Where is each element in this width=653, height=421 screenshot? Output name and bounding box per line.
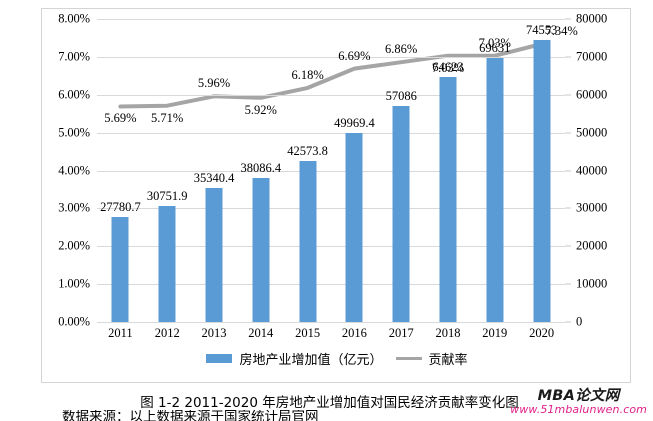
left-axis-tick: 7.00% — [58, 49, 90, 64]
category-axis-label: 2012 — [154, 326, 180, 340]
chart-legend: 房地产业增加值（亿元） 贡献率 — [42, 349, 632, 368]
gridline — [97, 132, 565, 134]
line-data-label: 6.86% — [385, 42, 418, 57]
legend-entry-bar[interactable]: 房地产业增加值（亿元） — [206, 349, 383, 368]
right-axis-tick: 30000 — [576, 200, 608, 215]
bar[interactable] — [392, 105, 410, 322]
left-axis-tick: 4.00% — [58, 163, 90, 177]
bar-data-label: 27780.7 — [100, 199, 141, 214]
right-axis-tick: 60000 — [576, 87, 608, 102]
right-axis-tick: 80000 — [576, 11, 608, 26]
right-axis-tick: 20000 — [576, 238, 608, 253]
right-axis-tickmark — [565, 207, 571, 209]
left-axis-tick: 2.00% — [58, 238, 90, 253]
bar[interactable] — [533, 39, 551, 322]
bar-data-label: 35340.4 — [193, 171, 235, 186]
watermark-url: www.51mbalunwen.com — [510, 403, 647, 417]
left-axis-tick: 0.00% — [58, 314, 90, 329]
right-axis-tickmark — [565, 56, 571, 58]
bar-data-label: 42573.8 — [287, 143, 328, 158]
bar-data-label: 69631 — [479, 41, 511, 56]
line-data-label: 6.18% — [291, 67, 324, 82]
right-axis-tick: 70000 — [576, 49, 608, 64]
bar-data-label: 64623 — [432, 60, 464, 75]
gridline — [97, 19, 565, 20]
right-value-axis: 0 10000 20000 30000 40000 50000 60000 70000 8000… — [565, 9, 631, 329]
right-axis-tick: 10000 — [576, 276, 608, 291]
gridline — [97, 246, 565, 248]
bar[interactable] — [111, 216, 129, 322]
gridline — [97, 56, 565, 58]
left-axis-tick: 3.00% — [58, 200, 90, 215]
legend-label-bar: 房地产业增加值（亿元） — [239, 353, 383, 368]
bar[interactable] — [158, 205, 176, 322]
category-axis-label: 2019 — [482, 326, 508, 340]
bar-data-label: 57086 — [385, 88, 417, 103]
line-data-label: 5.71% — [151, 110, 184, 125]
right-axis-tickmark — [565, 132, 571, 134]
line-path — [118, 42, 544, 109]
gridline — [97, 208, 565, 210]
site-watermark: MBA论文网 www.51mbalunwen.com — [510, 388, 647, 417]
legend-entry-line[interactable]: 贡献率 — [395, 349, 468, 368]
plot-area: 27780.7 30751.9 35340.4 38086.4 42573.8 49969… — [97, 19, 578, 323]
gridline — [97, 94, 565, 96]
watermark-title: MBA论文网 — [537, 388, 620, 404]
left-value-axis: 0.00% 1.00% 2.00% 3.00% 4.00% 5.00% 6.00% 7.00%… — [42, 9, 96, 329]
right-axis-tick: 0 — [576, 314, 583, 329]
bar-data-label: 74553 — [525, 22, 558, 37]
gridline — [97, 284, 565, 286]
right-axis-tick: 40000 — [576, 163, 608, 177]
line-data-label: 7.03% — [431, 60, 465, 75]
gridline — [97, 170, 565, 172]
legend-swatch-bar-icon — [206, 354, 233, 363]
legend-label-line: 贡献率 — [428, 353, 468, 368]
legend-swatch-line-icon — [395, 357, 422, 360]
bar[interactable] — [252, 177, 270, 322]
category-axis: 2011 2012 2013 2014 2015 2016 2017 2018 2019 2020 — [97, 324, 565, 346]
right-axis-tickmark — [565, 170, 571, 171]
category-axis-label: 2016 — [341, 326, 367, 340]
contribution-rate-line-series — [118, 42, 544, 109]
right-axis-tickmark — [565, 245, 571, 247]
line-data-label: 6.69% — [338, 48, 371, 63]
bar[interactable] — [486, 58, 504, 322]
category-axis-label: 2020 — [529, 326, 555, 340]
category-axis-label: 2011 — [108, 326, 133, 340]
bar-data-label: 30751.9 — [146, 188, 188, 203]
right-axis-tickmark — [565, 321, 571, 323]
bar-data-label: 49969.4 — [334, 115, 375, 130]
category-axis-label: 2015 — [295, 326, 321, 340]
right-axis-tickmark — [565, 283, 571, 285]
chart-container: 0.00% 1.00% 2.00% 3.00% 4.00% 5.00% 6.00% 7.00%… — [41, 8, 631, 383]
left-axis-tick: 6.00% — [58, 87, 90, 102]
bar[interactable] — [205, 188, 223, 322]
figure-caption: 图 1-2 2011-2020 年房地产业增加值对国民经济贡献率变化图 — [0, 391, 653, 411]
line-data-label: 5.69% — [104, 111, 137, 126]
left-axis-tick: 5.00% — [58, 125, 90, 140]
line-data-label: 7.03% — [478, 35, 511, 50]
right-axis-tickmark — [565, 94, 571, 96]
left-axis-tick: 1.00% — [58, 276, 90, 291]
source-note: 数据来源：以上数据来源于国家统计局官网 — [62, 410, 319, 421]
line-data-label: 5.92% — [244, 102, 277, 117]
bar[interactable] — [299, 160, 317, 322]
left-axis-tick: 8.00% — [58, 11, 90, 26]
line-data-label: 5.96% — [197, 76, 231, 91]
category-axis-label: 2018 — [435, 326, 461, 340]
right-axis-tick: 50000 — [576, 125, 608, 140]
right-axis-tickmark — [565, 18, 571, 20]
category-axis-label: 2017 — [388, 326, 414, 340]
bar[interactable] — [345, 132, 363, 322]
category-axis-label: 2013 — [201, 326, 227, 340]
bar-data-label: 38086.4 — [240, 160, 282, 175]
gridline — [97, 322, 565, 323]
figure-caption-text: 图 1-2 2011-2020 年房地产业增加值对国民经济贡献率变化图 — [140, 395, 519, 411]
category-axis-label: 2014 — [248, 326, 274, 340]
line-data-label: 7.34% — [545, 23, 578, 38]
bar[interactable] — [439, 77, 457, 322]
